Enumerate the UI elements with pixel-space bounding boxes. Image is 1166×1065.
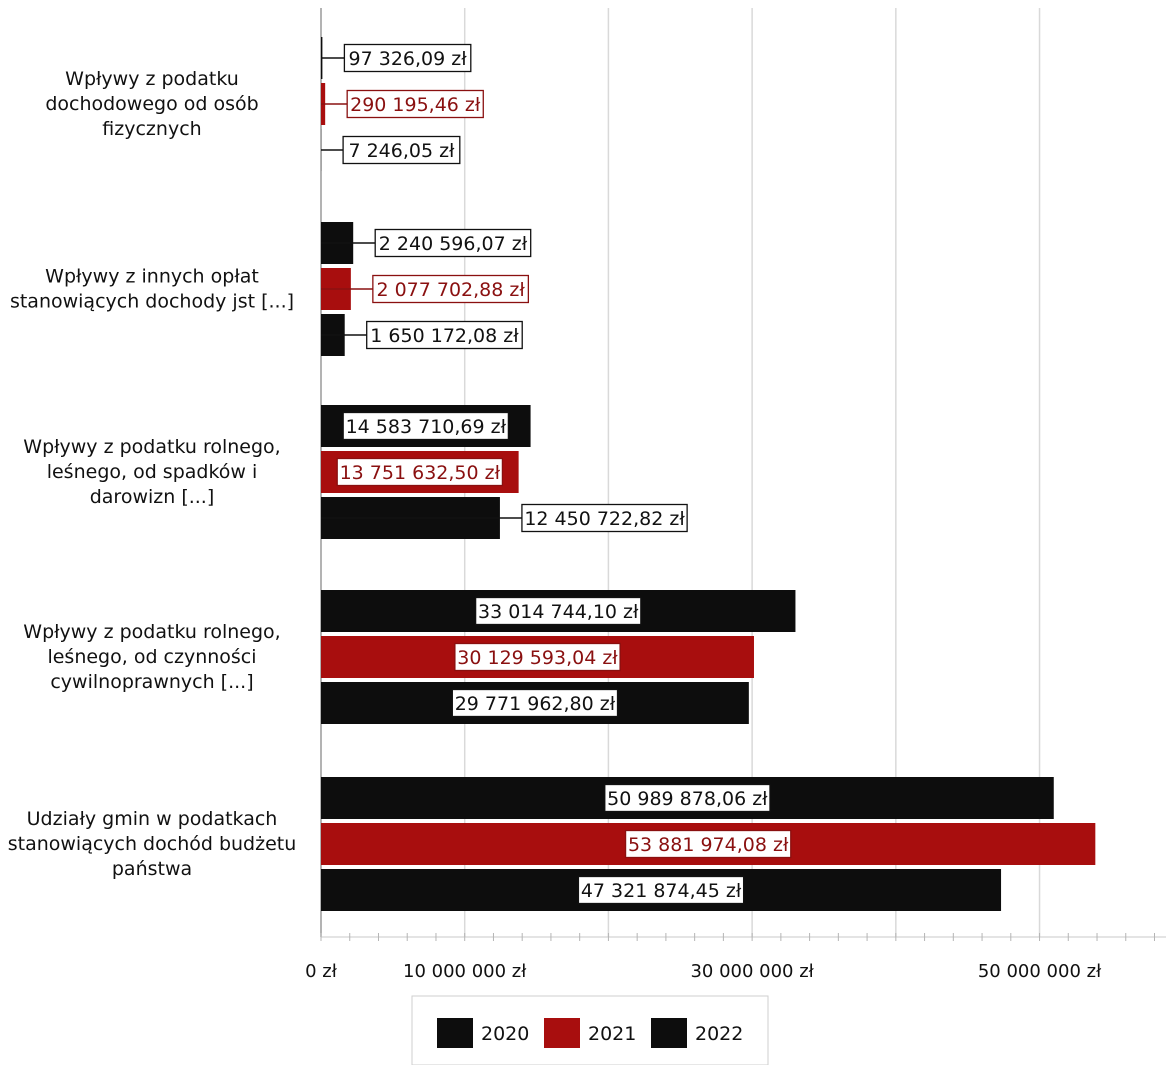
data-label: 1 650 172,08 zł xyxy=(370,325,519,347)
data-label-box xyxy=(346,89,484,119)
data-label-box xyxy=(454,642,621,672)
data-label-box xyxy=(372,274,530,304)
data-label: 12 450 722,82 zł xyxy=(524,508,685,530)
data-label: 33 014 744,10 zł xyxy=(478,601,639,623)
data-label-box xyxy=(336,457,504,487)
category-label-line: stanowiących dochody jst [...] xyxy=(10,291,294,313)
data-label: 7 246,05 zł xyxy=(348,140,455,162)
data-labels: 97 326,09 zł 290 195,46 zł 7 246,05 zł 2 24… xyxy=(321,43,792,905)
category-label-line: Udziały gmin w podatkach xyxy=(27,808,278,830)
data-label: 290 195,46 zł xyxy=(350,94,481,116)
data-label: 97 326,09 zł xyxy=(349,48,468,70)
legend-label: 2020 xyxy=(481,1023,529,1045)
data-label: 13 751 632,50 zł xyxy=(340,462,501,484)
data-label-box xyxy=(342,411,510,441)
data-label-box xyxy=(624,829,792,859)
legend-label: 2021 xyxy=(588,1023,636,1045)
legend-swatch-2022 xyxy=(651,1018,687,1048)
data-label-box xyxy=(521,503,688,533)
category-label-line: Wpływy z podatku xyxy=(65,68,239,90)
category-label-line: Wpływy z podatku rolnego, xyxy=(23,621,280,643)
x-axis: 0 zł 10 000 000 zł 30 000 000 zł 50 000 000… xyxy=(305,933,1166,982)
category-label-line: Wpływy z innych opłat xyxy=(45,266,259,288)
data-label: 50 989 878,06 zł xyxy=(607,788,768,810)
data-label: 2 077 702,88 zł xyxy=(376,279,525,301)
category-labels: Wpływy z podatku dochodowego od osób fizyc… xyxy=(8,68,297,880)
category-label-line: dochodowego od osób xyxy=(45,93,258,115)
data-label-box xyxy=(374,228,532,258)
category-label-line: leśnego, od spadków i xyxy=(47,461,258,483)
category-label-line: państwa xyxy=(112,858,192,880)
category-label-line: stanowiących dochód budżetu xyxy=(8,833,297,855)
data-label: 30 129 593,04 zł xyxy=(457,647,618,669)
data-label-box xyxy=(474,596,642,626)
data-label-box xyxy=(343,43,472,73)
data-label: 53 881 974,08 zł xyxy=(628,834,789,856)
data-label: 14 583 710,69 zł xyxy=(346,416,507,438)
category-label: Udziały gmin w podatkach stanowiących doc… xyxy=(8,808,297,880)
legend-label: 2022 xyxy=(695,1023,743,1045)
category-label: Wpływy z podatku rolnego, leśnego, od spa… xyxy=(23,436,280,508)
category-label-line: leśnego, od czynności xyxy=(47,646,256,668)
data-label-box xyxy=(342,135,461,165)
data-label-box xyxy=(366,320,523,350)
x-tick-label: 50 000 000 zł xyxy=(978,961,1102,982)
x-tick-label: 30 000 000 zł xyxy=(690,961,814,982)
category-label: Wpływy z podatku dochodowego od osób fizyc… xyxy=(45,68,258,140)
category-label-line: Wpływy z podatku rolnego, xyxy=(23,436,280,458)
data-label: 2 240 596,07 zł xyxy=(379,233,528,255)
x-tick-label: 10 000 000 zł xyxy=(403,961,527,982)
data-label: 47 321 874,45 zł xyxy=(581,880,742,902)
data-label-box xyxy=(604,783,771,813)
legend: 2020 2021 2022 xyxy=(411,995,769,1065)
legend-swatch-2020 xyxy=(437,1018,473,1048)
legend-swatch-2021 xyxy=(544,1018,580,1048)
data-label-box xyxy=(577,875,745,905)
data-label-box xyxy=(451,688,619,718)
category-label: Wpływy z innych opłat stanowiących dochod… xyxy=(10,266,294,313)
category-label-line: cywilnoprawnych [...] xyxy=(50,671,253,693)
data-label: 29 771 962,80 zł xyxy=(455,693,616,715)
category-label-line: fizycznych xyxy=(102,118,201,140)
category-label: Wpływy z podatku rolnego, leśnego, od czy… xyxy=(23,621,280,693)
category-label-line: darowizn [...] xyxy=(90,486,215,508)
x-tick-label: 0 zł xyxy=(305,961,338,982)
